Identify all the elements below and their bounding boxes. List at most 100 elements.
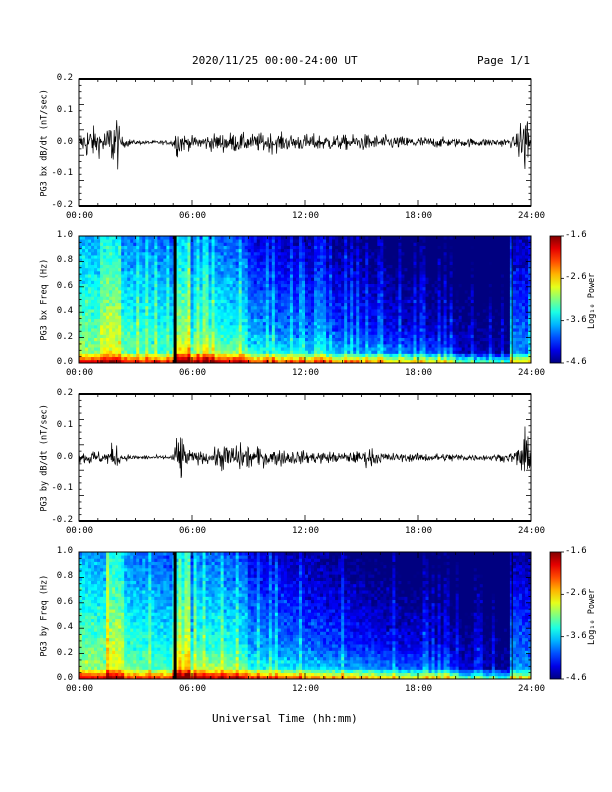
spectrogram-cell: [85, 331, 89, 335]
spectrogram-cell: [130, 258, 134, 262]
spectrogram-cell: [193, 251, 197, 256]
spectrogram-cell: [332, 359, 336, 364]
spectrogram-cell: [289, 331, 294, 335]
spectrogram-cell: [329, 277, 333, 281]
spectrogram-cell: [175, 286, 179, 291]
spectrogram-cell: [82, 321, 86, 326]
spectrogram-cell: [350, 258, 354, 262]
spectrogram-cell: [160, 359, 164, 364]
spectrogram-cell: [359, 331, 363, 335]
spectrogram-cell: [121, 280, 125, 285]
spectrogram-cell: [314, 280, 318, 285]
spectrogram-cell: [395, 305, 399, 310]
spectrogram-cell: [410, 283, 414, 288]
spectrogram-cell: [160, 353, 164, 358]
spectrogram-cell: [187, 245, 191, 250]
spectrogram-cell: [166, 280, 170, 285]
spectrogram-cell: [404, 283, 408, 288]
spectrogram-cell: [100, 350, 104, 354]
spectrogram-cell: [283, 280, 288, 285]
spectrogram-cell: [265, 264, 270, 269]
spectrogram-cell: [199, 328, 203, 332]
spectrogram-cell: [419, 353, 423, 358]
spectrogram-cell: [103, 356, 107, 361]
spectrogram-cell: [157, 343, 161, 348]
spectrogram-cell: [250, 267, 255, 272]
spectrogram-cell: [145, 236, 149, 240]
spectrogram-cell: [259, 289, 264, 294]
spectrogram-cell: [169, 280, 173, 285]
spectrogram-cell: [226, 251, 231, 256]
spectrogram-cell: [247, 239, 252, 243]
spectrogram-cell: [178, 312, 182, 316]
spectrogram-cell: [386, 350, 390, 354]
spectrogram-cell: [268, 289, 273, 294]
spectrogram-cell: [437, 270, 441, 275]
spectrogram-cell: [323, 277, 327, 281]
spectrogram-cell: [431, 356, 435, 361]
spectrogram-cell: [368, 309, 372, 313]
spectrogram-cell: [305, 255, 309, 259]
spectrogram-cell: [268, 296, 273, 300]
spectrogram-cell: [178, 280, 182, 285]
spectrogram-cell: [184, 264, 188, 269]
spectrogram-cell: [368, 267, 372, 272]
spectrogram-cell: [416, 258, 420, 262]
spectrogram-cell: [292, 309, 297, 313]
spectrogram-cell: [169, 283, 173, 288]
spectrogram-cell: [437, 324, 441, 329]
spectrogram-cell: [392, 239, 396, 243]
spectrogram-cell: [91, 305, 95, 310]
spectrogram-cell: [262, 359, 267, 364]
spectrogram-cell: [256, 280, 261, 285]
spectrogram-cell: [247, 318, 252, 323]
spectrogram-cell: [440, 239, 445, 243]
spectrogram-cell: [386, 242, 390, 246]
spectrogram-cell: [428, 340, 432, 345]
spectrogram-cell: [277, 242, 282, 246]
spectrogram-cell: [329, 286, 333, 291]
spectrogram-cell: [344, 267, 348, 272]
spectrogram-cell: [425, 274, 429, 278]
spectrogram-cell: [112, 283, 116, 288]
spectrogram-cell: [184, 236, 188, 240]
spectrogram-cell: [169, 309, 173, 313]
spectrogram-cell: [268, 299, 273, 304]
spectrogram-cell: [271, 270, 276, 275]
spectrogram-cell: [280, 299, 285, 304]
spectrogram-cell: [130, 340, 134, 345]
spectrogram-cell: [395, 258, 399, 262]
spectrogram-cell: [262, 245, 267, 250]
spectrogram-cell: [317, 353, 321, 358]
spectrogram-cell: [311, 270, 315, 275]
spectrogram-cell: [440, 353, 445, 358]
spectrogram-cell: [100, 289, 104, 294]
spectrogram-cell: [106, 277, 110, 281]
spectrogram-cell: [353, 328, 357, 332]
spectrogram-cell: [157, 245, 161, 250]
spectrogram-cell: [223, 302, 228, 307]
spectrogram-cell: [139, 248, 143, 253]
spectrogram-cell: [305, 347, 309, 351]
spectrogram-cell: [326, 302, 330, 307]
spectrogram-cell: [386, 264, 390, 269]
spectrogram-cell: [434, 347, 438, 351]
spectrogram-cell: [425, 270, 429, 275]
spectrogram-cell: [79, 356, 83, 361]
spectrogram-cell: [262, 255, 267, 259]
spectrogram-cell: [344, 315, 348, 319]
spectrogram-cell: [256, 251, 261, 256]
spectrogram-cell: [229, 280, 234, 285]
spectrogram-cell: [277, 299, 282, 304]
spectrogram-cell: [85, 343, 89, 348]
spectrogram-cell: [283, 350, 288, 354]
spectrogram-cell: [280, 236, 285, 240]
spectrogram-cell: [434, 293, 438, 297]
spectrogram-cell: [163, 286, 167, 291]
spectrogram-cell: [187, 321, 191, 326]
spectrogram-cell: [410, 328, 414, 332]
spectrogram-cell: [217, 286, 222, 291]
spectrogram-cell: [374, 283, 378, 288]
spectrogram-cell: [368, 324, 372, 329]
spectrogram-cell: [428, 318, 432, 323]
